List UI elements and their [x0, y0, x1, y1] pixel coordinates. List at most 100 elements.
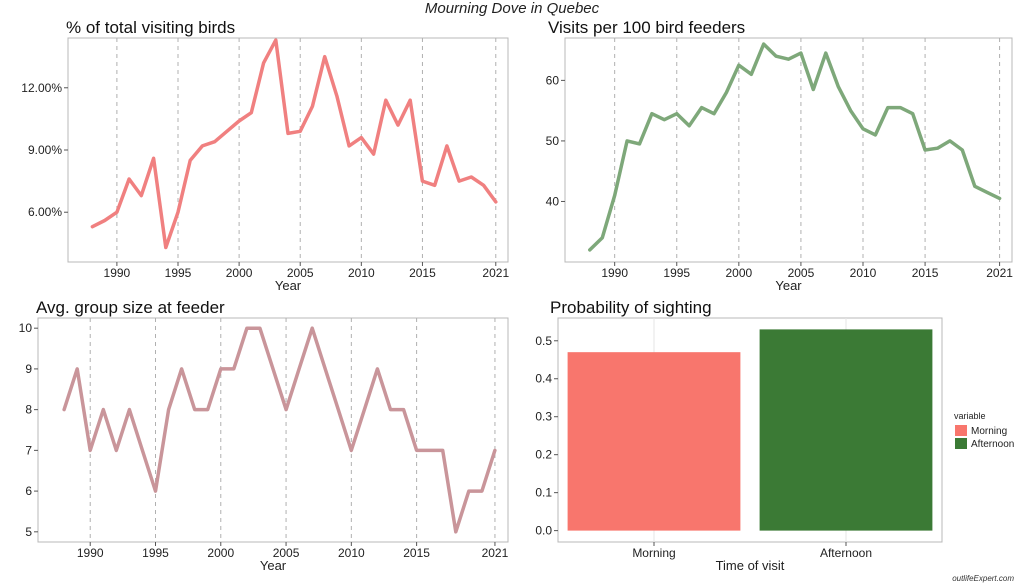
data-point	[245, 326, 249, 330]
data-point	[337, 408, 340, 411]
data-point	[335, 94, 339, 98]
data-point	[324, 367, 327, 371]
data-point	[384, 99, 387, 102]
data-point	[812, 88, 815, 91]
data-point	[663, 118, 666, 121]
data-point	[75, 367, 79, 371]
data-point	[115, 449, 118, 452]
data-point	[725, 91, 728, 94]
y-tick-label: 9.00%	[28, 143, 62, 157]
data-point	[923, 148, 927, 152]
data-point	[193, 408, 196, 411]
data-point	[189, 159, 192, 162]
legend-label: Morning	[971, 426, 1007, 437]
y-tick-label: 6.00%	[28, 205, 62, 219]
data-point	[141, 449, 144, 452]
data-point	[389, 408, 392, 411]
y-tick-label: 0.1	[535, 486, 552, 500]
plot-area	[67, 37, 509, 263]
data-point	[91, 225, 94, 228]
data-point	[961, 148, 964, 152]
x-tick-label: 2000	[226, 266, 253, 280]
plot-area	[564, 37, 1013, 263]
data-point	[206, 408, 209, 411]
series-line	[90, 38, 498, 250]
legend-title: variable	[954, 411, 986, 421]
x-tick-label: 2000	[725, 266, 752, 280]
data-point	[861, 127, 865, 131]
data-point	[494, 200, 497, 204]
data-point	[750, 73, 753, 76]
y-tick-label: 10	[19, 321, 33, 335]
y-tick-label: 0.4	[535, 372, 552, 386]
data-point	[102, 408, 105, 411]
data-point	[588, 248, 592, 252]
data-point	[180, 367, 183, 371]
legend: variable Morning Afternoon	[954, 411, 1014, 450]
data-point	[250, 111, 253, 114]
data-point	[985, 191, 989, 194]
data-point	[899, 106, 902, 109]
data-point	[402, 408, 405, 411]
chart-title: % of total visiting birds	[66, 18, 235, 37]
x-tick-label: 2010	[348, 266, 375, 280]
watermark: outlifeExpert.com	[952, 574, 1014, 583]
data-point	[232, 367, 236, 371]
data-point	[376, 367, 379, 371]
data-point	[115, 211, 119, 214]
data-point	[973, 185, 976, 188]
y-tick-label: 7	[25, 443, 32, 457]
data-point	[625, 139, 629, 143]
data-point	[799, 51, 803, 55]
data-point	[445, 144, 449, 148]
data-point	[310, 326, 314, 330]
data-point	[911, 112, 914, 115]
chart-panel-visits-per-100: Visits per 100 bird feeders 1990 1995 2000 2…	[546, 18, 1014, 293]
x-tick-label: 1995	[663, 266, 690, 280]
plot-area	[37, 317, 509, 543]
x-tick-label: 2021	[482, 266, 509, 280]
data-point	[467, 489, 471, 493]
data-point	[774, 54, 778, 58]
x-tick-label: 1990	[104, 266, 131, 280]
data-point	[271, 367, 275, 371]
data-point	[948, 139, 952, 143]
data-point	[675, 112, 678, 115]
data-point	[613, 194, 616, 197]
data-point	[409, 99, 412, 102]
x-axis-label: Year	[775, 278, 802, 293]
x-tick-label: 1990	[77, 546, 104, 560]
data-point	[470, 175, 473, 179]
data-point	[152, 157, 155, 160]
data-point	[213, 140, 216, 143]
data-point	[299, 130, 302, 133]
data-point	[89, 449, 92, 452]
data-point	[454, 530, 457, 534]
data-point	[836, 85, 840, 88]
chart-panel-group-size: Avg. group size at feeder 1990 1995 2000 200…	[19, 298, 509, 573]
data-point	[482, 184, 485, 187]
data-point	[237, 119, 241, 123]
data-point	[140, 194, 143, 197]
data-point	[258, 326, 262, 330]
x-tick-label: 2021	[986, 266, 1013, 280]
bar-morning	[567, 352, 741, 531]
data-point	[164, 246, 167, 249]
x-tick-label: 2005	[273, 546, 300, 560]
x-axis-label: Year	[275, 278, 302, 293]
data-point	[284, 408, 288, 411]
data-point	[824, 51, 827, 55]
data-point	[936, 146, 939, 150]
series-line	[62, 326, 497, 534]
x-tick-label: 2000	[207, 546, 234, 560]
data-point	[396, 123, 400, 127]
chart-panel-prob-sighting: Probability of sighting 0.0 0.1 0.2 0.3 0.4 0.…	[535, 298, 1014, 573]
data-point	[886, 106, 890, 109]
data-point	[323, 55, 326, 58]
data-point	[638, 142, 641, 146]
data-point	[225, 130, 229, 133]
data-point	[433, 184, 436, 187]
bar-afternoon	[759, 329, 933, 531]
x-axis-label: Time of visit	[716, 558, 785, 573]
